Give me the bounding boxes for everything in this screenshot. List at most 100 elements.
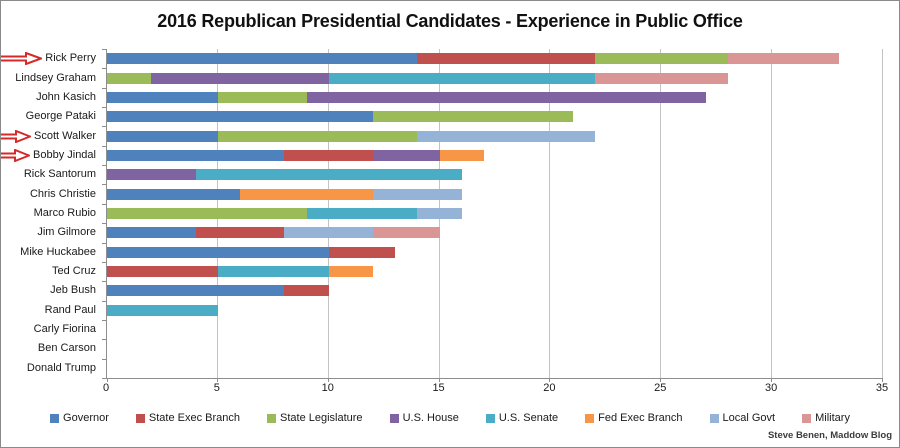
legend-item-fed-exec-branch: Fed Exec Branch <box>585 412 683 424</box>
bar-segment-u-s-senate <box>107 304 218 316</box>
bar-segment-u-s-senate <box>328 72 595 84</box>
category-label-text: Mike Huckabee <box>20 245 96 258</box>
legend-swatch-governor <box>50 413 60 423</box>
y-axis-tick <box>102 378 106 379</box>
category-label-jeb-bush: Jeb Bush <box>50 284 96 297</box>
x-axis-tick <box>327 378 329 382</box>
category-label-text: Scott Walker <box>34 129 96 142</box>
bar-segment-u-s-house <box>373 149 440 161</box>
x-axis-labels: 0 5 10 15 20 25 30 35 <box>103 382 888 396</box>
gridline <box>771 49 773 378</box>
category-label-rick-santorum: Rick Santorum <box>24 168 96 181</box>
bar-segment-governor <box>107 188 241 200</box>
x-axis-tick <box>549 378 551 382</box>
category-label-text: Jeb Bush <box>50 284 96 297</box>
category-label-donald-trump: Donald Trump <box>27 362 96 375</box>
bar-segment-fed-exec-branch <box>328 266 374 278</box>
category-label-john-kasich: John Kasich <box>36 91 96 104</box>
bar-segment-fed-exec-branch <box>439 149 484 161</box>
bar-segment-local-govt <box>373 188 462 200</box>
legend: Governor State Exec Branch State Legislatu… <box>1 412 899 424</box>
bar-segment-military <box>594 72 728 84</box>
category-label-text: John Kasich <box>36 90 96 103</box>
legend-label: Local Govt <box>722 412 776 424</box>
legend-item-state-legislature: State Legislature <box>267 412 363 424</box>
legend-swatch-fed-exec-branch <box>585 413 595 423</box>
gridline <box>660 49 662 378</box>
bar-segment-state-exec-branch <box>284 149 374 161</box>
x-tick-label: 10 <box>321 382 334 394</box>
category-label-text: Rand Paul <box>44 303 96 316</box>
legend-item-state-exec-branch: State Exec Branch <box>135 412 240 424</box>
x-axis-tick <box>771 378 773 382</box>
legend-label: U.S. Senate <box>498 412 559 424</box>
y-axis-labels: Rick Perry Lindsey Graham John Kasich Georg… <box>1 49 101 378</box>
bar-segment-governor <box>107 227 196 239</box>
bar-segment-state-exec-branch <box>107 266 218 278</box>
legend-label: Military <box>815 412 850 424</box>
highlight-arrow-icon <box>1 148 30 162</box>
category-label-marco-rubio: Marco Rubio <box>34 207 96 220</box>
y-axis-tick <box>102 339 106 340</box>
legend-swatch-state-legislature <box>267 413 276 423</box>
legend-label: U.S. House <box>402 412 459 424</box>
y-axis-tick <box>102 126 106 127</box>
bar-segment-governor <box>107 285 285 297</box>
bar-segment-governor <box>107 149 285 161</box>
highlight-arrow-icon <box>1 52 43 66</box>
legend-swatch-military <box>802 413 812 423</box>
category-label-bobby-jindal: Bobby Jindal <box>1 148 96 162</box>
gridline <box>882 49 883 378</box>
y-axis-tick <box>102 68 106 69</box>
bar-segment-u-s-house <box>151 72 329 84</box>
category-label-text: Jim Gilmore <box>37 226 96 239</box>
category-label-text: Chris Christie <box>29 187 96 200</box>
bar-segment-governor <box>107 111 374 123</box>
y-axis-tick <box>102 107 106 108</box>
category-label-jim-gilmore: Jim Gilmore <box>37 226 96 239</box>
category-label-lindsey-graham: Lindsey Graham <box>15 72 96 85</box>
y-axis-tick <box>102 165 106 166</box>
y-axis-tick <box>102 243 106 244</box>
bar-segment-u-s-senate <box>306 208 418 219</box>
bar-segment-state-exec-branch <box>328 246 396 258</box>
legend-swatch-state-exec-branch <box>135 413 145 423</box>
category-label-mike-huckabee: Mike Huckabee <box>20 246 96 259</box>
x-axis-tick <box>216 378 218 382</box>
bar-segment-local-govt <box>284 227 374 239</box>
bar-segment-u-s-house <box>306 91 706 103</box>
legend-swatch-u-s-house <box>389 413 399 423</box>
category-label-text: Ben Carson <box>37 342 96 355</box>
bar-segment-military <box>727 53 839 65</box>
category-label-text: Donald Trump <box>26 361 96 374</box>
bar-segment-u-s-senate <box>217 266 329 278</box>
y-axis-tick <box>102 88 106 89</box>
category-label-ben-carson: Ben Carson <box>38 342 96 355</box>
x-axis-tick <box>438 378 440 382</box>
highlight-arrow-icon <box>1 129 32 143</box>
bar-segment-u-s-house <box>107 169 196 181</box>
bar-segment-governor <box>107 130 218 142</box>
y-axis-tick <box>102 146 106 147</box>
bar-segment-state-exec-branch <box>284 285 329 297</box>
legend-item-local-govt: Local Govt <box>709 412 776 424</box>
y-axis-tick <box>102 49 106 50</box>
category-label-george-pataki: George Pataki <box>26 110 96 123</box>
legend-item-u-s-house: U.S. House <box>389 412 459 424</box>
x-axis-tick <box>107 378 108 382</box>
y-axis-tick <box>102 320 106 321</box>
y-axis-tick <box>102 223 106 224</box>
x-tick-label: 5 <box>213 382 220 394</box>
legend-label: Governor <box>63 412 109 424</box>
legend-label: State Exec Branch <box>148 412 240 424</box>
chart-title: 2016 Republican Presidential Candidates … <box>157 11 743 31</box>
x-axis-tick <box>660 378 662 382</box>
category-label-text: Ted Cruz <box>51 265 96 278</box>
category-label-ted-cruz: Ted Cruz <box>52 265 96 278</box>
y-axis-tick <box>102 359 106 360</box>
bar-segment-governor <box>107 91 218 103</box>
bar-segment-u-s-senate <box>195 169 462 181</box>
category-label-rick-perry: Rick Perry <box>1 52 96 66</box>
y-axis-tick <box>102 281 106 282</box>
bar-segment-state-legislature <box>107 72 152 84</box>
